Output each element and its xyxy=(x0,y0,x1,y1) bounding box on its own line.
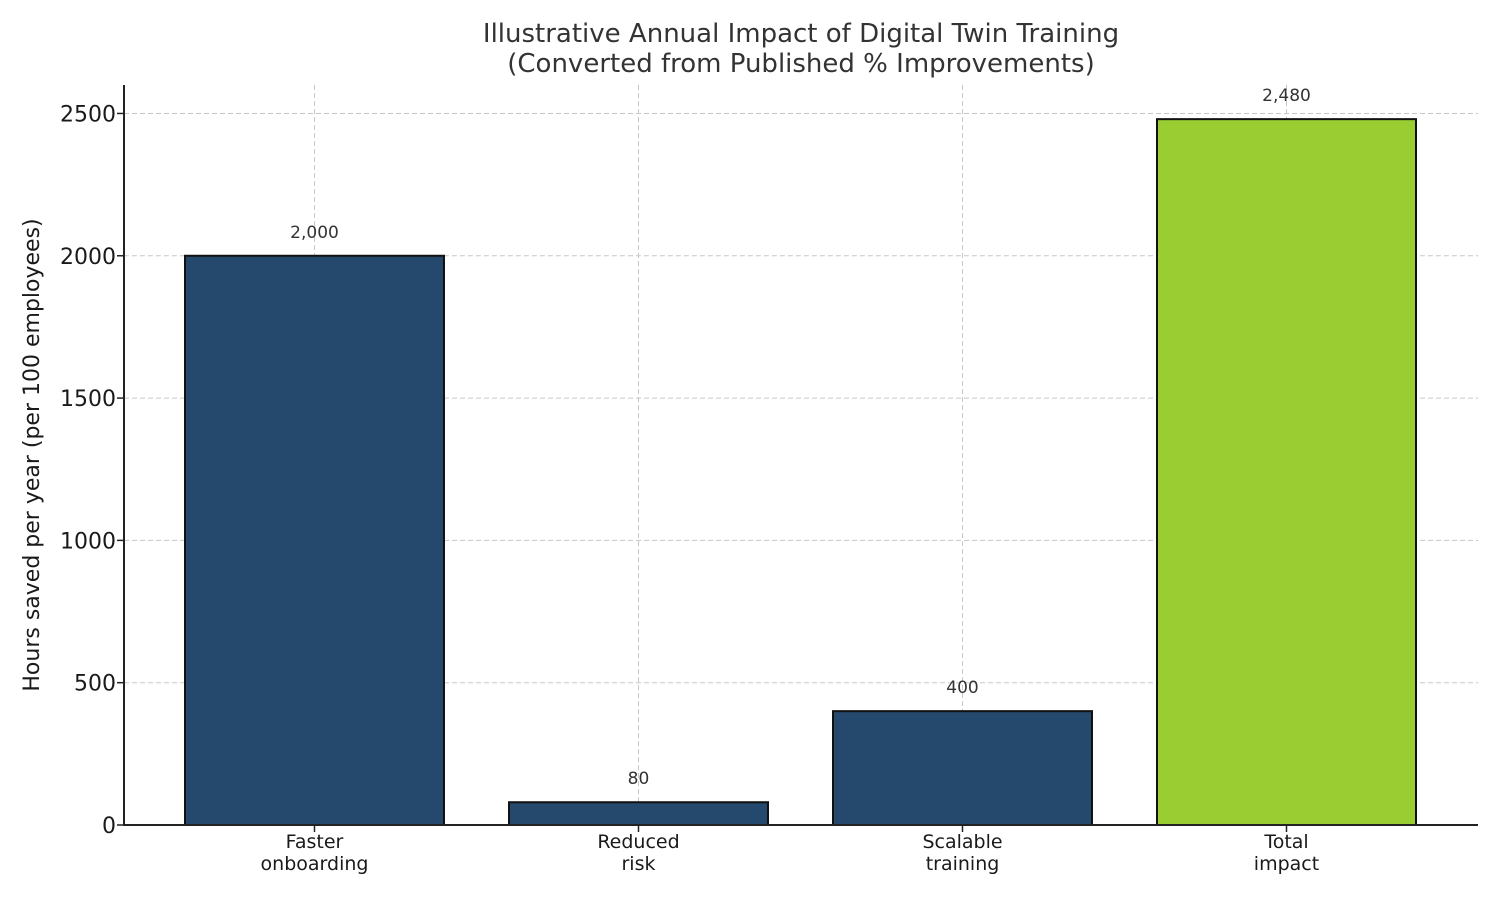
y-tick-label-2000: 2000 xyxy=(60,245,116,270)
data-label-1: 80 xyxy=(628,769,650,789)
y-axis-label: Hours saved per year (per 100 employees) xyxy=(20,218,45,691)
data-labels: 2,000 80 400 2,480 xyxy=(290,86,1311,789)
data-label-0: 2,000 xyxy=(290,223,339,243)
x-category-label-3-line-1: impact xyxy=(1254,853,1319,875)
y-tick-label-500: 500 xyxy=(74,672,116,697)
bar-3 xyxy=(1156,118,1417,826)
x-category-label-1-line-1: risk xyxy=(622,853,656,875)
x-category-label-1-line-0: Reduced xyxy=(597,831,679,853)
data-label-2: 400 xyxy=(946,678,978,698)
chart-title-line-2: (Converted from Published % Improvements… xyxy=(507,49,1095,79)
bar-2 xyxy=(832,710,1093,827)
axes xyxy=(123,85,1478,826)
x-category-label-0-line-0: Faster xyxy=(286,831,344,853)
y-tick-label-1000: 1000 xyxy=(60,529,116,554)
chart-title-line-1: Illustrative Annual Impact of Digital Tw… xyxy=(483,19,1119,49)
bar-1 xyxy=(508,801,769,827)
x-category-label-2-line-0: Scalable xyxy=(922,831,1002,853)
y-tick-label-2500: 2500 xyxy=(60,102,116,127)
bar-0 xyxy=(184,254,445,826)
data-label-3: 2,480 xyxy=(1262,86,1311,106)
x-category-label-3-line-0: Total xyxy=(1263,831,1308,853)
x-category-label-2-line-1: training xyxy=(926,853,1000,875)
y-ticks: 0 500 1000 1500 2000 2500 xyxy=(60,102,1288,839)
x-category-label-0-line-1: onboarding xyxy=(261,853,369,875)
y-tick-label-0: 0 xyxy=(102,814,116,839)
y-tick-label-1500: 1500 xyxy=(60,387,116,412)
bars xyxy=(184,118,1417,827)
